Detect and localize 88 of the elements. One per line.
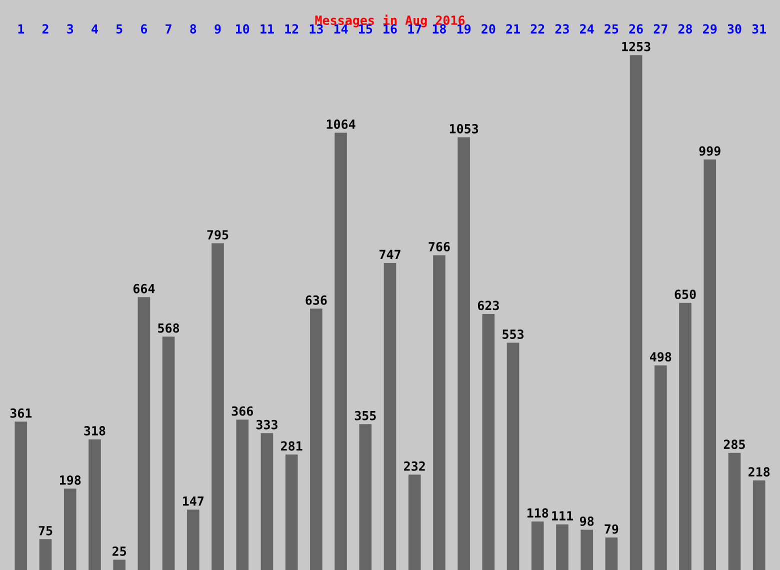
data-label: 568 [158,323,180,333]
bar [384,263,396,570]
data-label: 25 [112,546,126,556]
data-label: 355 [354,410,376,420]
data-label: 318 [84,426,106,436]
x-tick-label: 10 [236,24,250,34]
bar [39,539,52,570]
x-tick-label: 26 [629,24,643,34]
bar [138,297,150,570]
data-label: 147 [183,496,204,506]
bar [187,510,200,570]
bar [704,159,716,570]
x-tick-label: 16 [384,24,397,34]
data-label: 333 [256,420,278,430]
x-tick-label: 31 [752,24,766,34]
data-label: 498 [650,352,672,362]
bar [113,560,126,570]
x-tick-label: 20 [482,24,496,34]
bar [285,454,298,570]
bar [728,452,741,570]
data-label: 232 [404,461,425,471]
data-label: 664 [133,284,155,294]
bar [88,439,101,570]
data-label: 553 [502,329,524,339]
x-tick-label: 4 [92,24,98,34]
bar [630,55,642,570]
data-label: 795 [207,230,228,240]
x-tick-label: 3 [67,24,74,34]
x-tick-label: 9 [214,24,221,34]
x-tick-label: 2 [42,24,48,34]
data-label: 118 [527,508,548,518]
bar [482,314,495,570]
data-label: 198 [60,475,81,485]
bar [212,243,224,570]
x-tick-label: 27 [654,24,668,34]
data-label: 766 [428,242,450,252]
data-label: 79 [604,524,618,534]
bar [679,302,692,570]
bar [654,365,667,570]
x-tick-label: 24 [580,24,594,34]
x-tick-label: 22 [530,24,544,34]
bar [605,538,618,570]
data-label: 75 [38,526,52,536]
data-label: 218 [748,467,770,477]
bar [506,342,520,570]
x-tick-label: 12 [285,24,298,34]
x-tick-label: 21 [506,24,520,34]
x-tick-label: 25 [604,24,618,34]
bar [752,480,766,570]
data-label: 361 [10,408,32,418]
x-tick-label: 5 [116,24,122,34]
data-label: 623 [478,300,499,310]
x-tick-label: 19 [457,24,471,34]
bar [162,336,175,570]
data-label: 747 [380,250,400,260]
bar [64,488,76,570]
bar [580,530,593,570]
x-tick-label: 23 [555,24,569,34]
bar [408,474,421,570]
x-tick-label: 6 [140,24,148,34]
bar [433,255,446,570]
data-label: 281 [280,441,302,451]
data-label: 1053 [450,124,478,134]
x-tick-label: 30 [728,24,742,34]
data-label: 650 [674,290,696,300]
x-tick-label: 1 [18,24,24,34]
bar [260,433,274,570]
data-label: 111 [552,511,573,520]
data-label: 1253 [622,42,650,52]
bar [531,522,544,570]
x-tick-label: 7 [166,24,172,34]
data-label: 285 [724,440,745,450]
bar [556,524,568,570]
bar [359,424,372,570]
x-tick-label: 28 [678,24,692,34]
bar [14,422,28,570]
data-label: 366 [232,406,253,416]
data-label: 1064 [326,119,356,129]
data-label: 636 [306,295,327,305]
data-label: 98 [580,516,594,526]
bar [334,132,347,570]
bar [310,308,322,570]
x-tick-label: 8 [190,24,196,34]
data-label: 999 [699,146,720,156]
bar [458,137,470,570]
bar [236,420,249,570]
x-tick-label: 29 [703,24,717,34]
x-tick-label: 11 [260,24,274,34]
